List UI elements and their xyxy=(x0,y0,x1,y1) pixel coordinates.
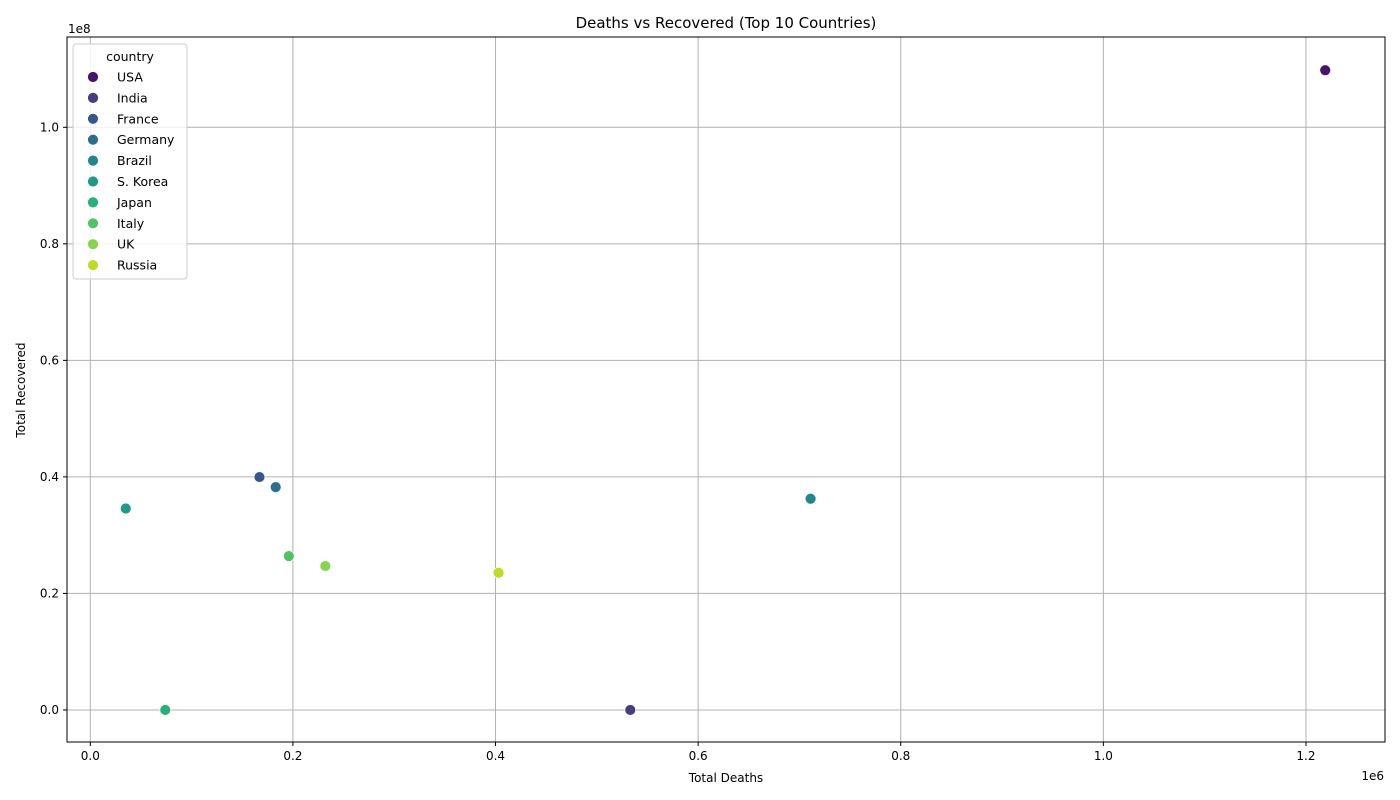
data-point-uk xyxy=(319,560,332,572)
legend-marker xyxy=(87,259,99,272)
y-tick-label: 0.6 xyxy=(40,353,59,367)
legend-label: UK xyxy=(117,237,135,252)
y-tick-label: 0.8 xyxy=(40,237,59,251)
x-tick-label: 0.0 xyxy=(81,749,100,763)
legend-marker xyxy=(87,92,99,104)
legend-label: France xyxy=(117,111,159,126)
legend-label: Italy xyxy=(117,216,145,231)
y-axis-label: Total Recovered xyxy=(14,342,28,438)
y-offset-label: 1e8 xyxy=(68,22,91,36)
x-tick-label: 0.6 xyxy=(689,749,708,763)
x-tick-label: 1.0 xyxy=(1094,749,1113,763)
data-point-brazil xyxy=(804,492,817,505)
legend-label: Japan xyxy=(116,195,152,210)
legend-marker xyxy=(87,175,99,188)
legend-marker xyxy=(87,154,99,167)
data-point-germany xyxy=(269,481,282,494)
y-tick-label: 0.0 xyxy=(40,703,59,717)
data-point-india xyxy=(624,704,637,716)
x-tick-label: 1.2 xyxy=(1296,749,1315,763)
legend-marker xyxy=(87,196,99,209)
data-point-japan xyxy=(159,704,172,716)
legend-marker xyxy=(87,217,99,230)
x-tick-label: 0.8 xyxy=(891,749,910,763)
legend-label: India xyxy=(117,90,148,105)
x-tick-label: 0.2 xyxy=(283,749,302,763)
legend-marker xyxy=(87,71,99,83)
data-point-s-korea xyxy=(119,502,132,515)
legend-marker xyxy=(87,112,99,125)
data-point-russia xyxy=(492,566,505,579)
data-point-france xyxy=(253,471,266,483)
legend-label: S. Korea xyxy=(117,174,168,189)
legend-marker xyxy=(87,133,99,146)
legend-label: Germany xyxy=(117,132,175,147)
plot-frame xyxy=(66,36,1386,743)
legend-label: Brazil xyxy=(117,153,152,168)
y-tick-label: 0.2 xyxy=(40,586,59,600)
legend-marker xyxy=(87,238,99,251)
x-offset-label: 1e6 xyxy=(1361,769,1384,783)
y-tick-label: 1.0 xyxy=(40,120,59,134)
legend-label: Russia xyxy=(117,258,157,273)
grid xyxy=(67,37,1385,742)
legend: country USA India France Germany Brazil S. Ko… xyxy=(72,43,188,280)
legend-items: USA India France Germany Brazil S. Korea Japan… xyxy=(87,70,175,273)
chart-title: Deaths vs Recovered (Top 10 Countries) xyxy=(576,14,877,32)
data-points xyxy=(119,64,1332,716)
axis-ticks: 0.0 0.2 0.4 0.6 0.8 1.0 1.2 0.0 0.2 0.4 0.6 0.8 1.0 xyxy=(40,120,1316,763)
legend-title: country xyxy=(106,49,154,64)
legend-label: USA xyxy=(117,70,143,85)
x-tick-label: 0.4 xyxy=(486,749,505,763)
data-point-italy xyxy=(282,550,295,563)
data-point-usa xyxy=(1319,64,1332,77)
y-tick-label: 0.4 xyxy=(40,470,59,484)
x-axis-label: Total Deaths xyxy=(688,771,763,785)
legend-box xyxy=(72,43,188,280)
